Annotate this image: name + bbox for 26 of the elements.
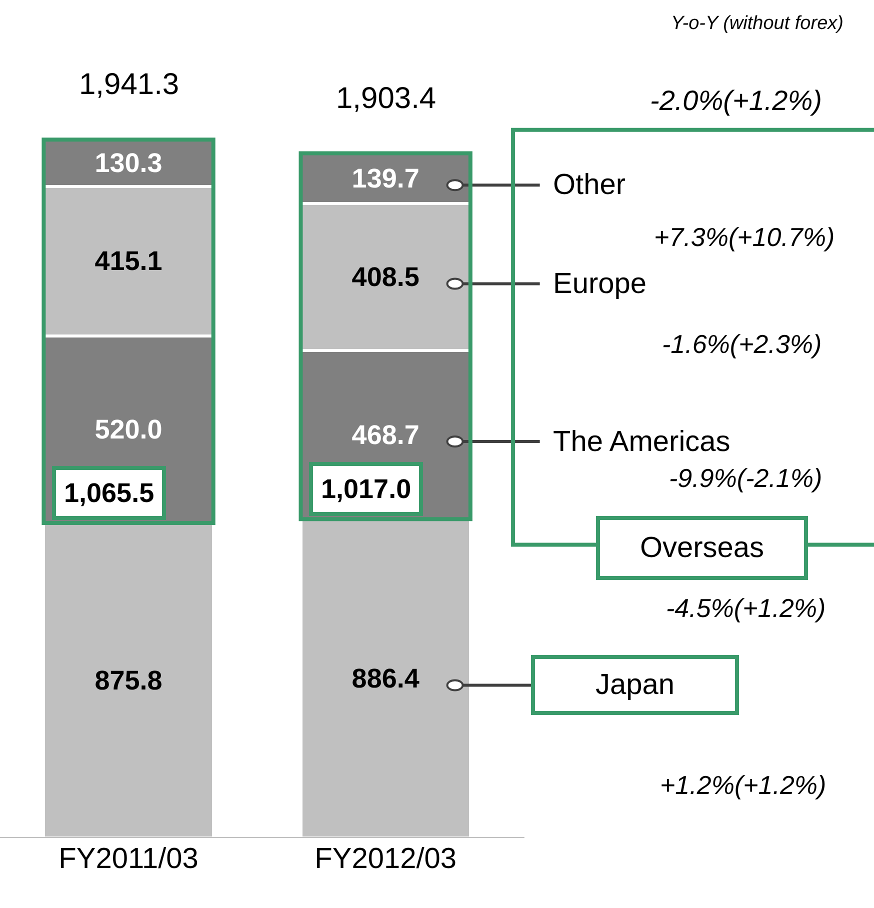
data-label: 886.4 [352,664,420,694]
text: +7.3%(+10.7%) [654,222,835,252]
text: Overseas [640,532,764,564]
data-label: 130.3 [94,148,162,178]
x-tick-label: FY2012/03 [314,843,457,875]
text: Other [553,169,626,201]
text: +1.2%(+1.2%) [660,770,826,800]
text: -2.0%(+1.2%) [650,85,822,116]
data-label: 875.8 [94,665,162,696]
data-label: 520.0 [94,414,162,444]
text: -1.6%(+2.3%) [662,329,822,359]
data-label: 415.1 [94,246,162,276]
text: Japan [595,669,675,701]
text: -4.5%(+1.2%) [666,593,826,623]
annotation: 1,017.0 [321,474,412,504]
total-label: 1,941.3 [79,68,180,101]
text: Europe [553,268,647,300]
text: The Americas [553,426,730,458]
text: -9.9%(-2.1%) [669,463,822,493]
data-label: 468.7 [352,420,420,450]
data-label: 408.5 [352,262,420,292]
x-tick-label: FY2011/03 [58,843,198,875]
annotation: 1,065.5 [64,478,154,508]
data-label: 139.7 [352,163,420,194]
text: Y-o-Y (without forex) [671,13,844,34]
total-label: 1,903.4 [336,82,436,115]
